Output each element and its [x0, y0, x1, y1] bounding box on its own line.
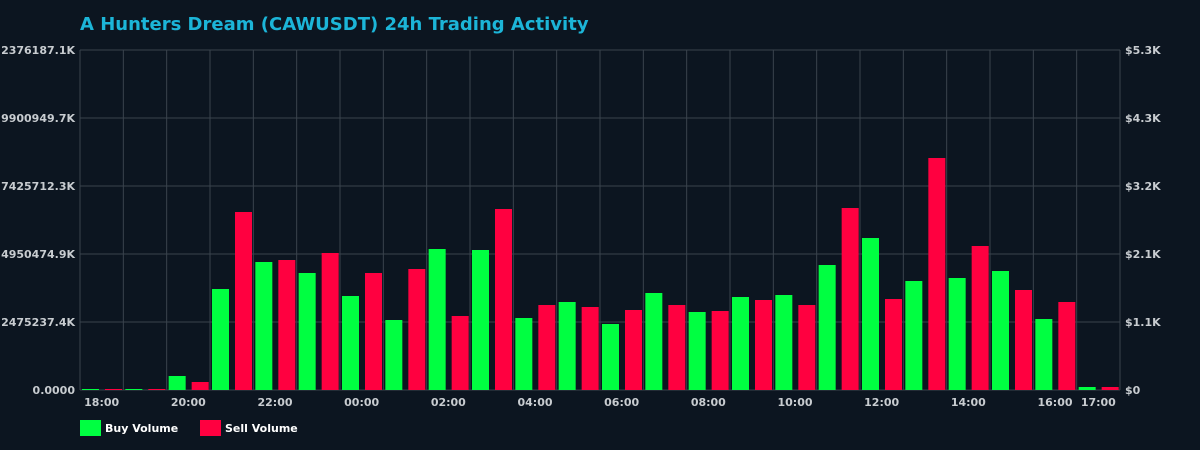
bar-buy [298, 273, 316, 390]
y2-tick-label: $4.3K [1125, 112, 1161, 125]
bar-sell [495, 209, 512, 390]
bar-sell [365, 273, 382, 390]
y2-tick-label: $3.2K [1125, 180, 1161, 193]
y-tick-label: 4950474.9K [1, 248, 75, 261]
y2-tick-label: $0 [1125, 384, 1141, 397]
bar-buy [558, 302, 576, 390]
y-tick-label: 2376187.1K [1, 44, 75, 57]
x-tick-label: 02:00 [431, 396, 466, 409]
bar-buy [342, 296, 359, 390]
bar-sell [841, 208, 859, 390]
y-tick-label: 7425712.3K [1, 180, 75, 193]
bar-sell [538, 305, 556, 390]
x-tick-label: 17:00 [1081, 396, 1116, 409]
bar-sell [105, 389, 122, 390]
bar-sell [1015, 290, 1032, 390]
bar-sell [191, 382, 209, 390]
x-tick-label: 14:00 [951, 396, 986, 409]
bar-sell [1101, 387, 1119, 390]
bar-buy [948, 278, 966, 390]
bar-buy [732, 297, 749, 390]
y2-tick-label: $2.1K [1125, 248, 1161, 261]
bar-buy [602, 324, 619, 390]
bar-sell [408, 269, 426, 390]
chart-title: A Hunters Dream (CAWUSDT) 24h Trading Ac… [80, 14, 589, 35]
y-tick-label: 0.0000 [33, 384, 76, 397]
x-tick-label: 10:00 [777, 396, 812, 409]
bar-sell [581, 307, 599, 390]
bar-buy [1078, 387, 1096, 390]
bar-buy [905, 281, 923, 390]
bar-buy [125, 389, 143, 390]
bar-buy [212, 289, 229, 390]
bar-buy [255, 262, 273, 390]
bar-buy [645, 293, 663, 390]
bar-buy [428, 249, 446, 390]
bar-buy [775, 295, 793, 390]
y2-tick-label: $1.1K [1125, 316, 1161, 329]
bar-sell [625, 310, 642, 390]
legend-item-sell: Sell Volume [200, 420, 298, 436]
legend-swatch-buy [80, 420, 101, 436]
bar-sell [278, 260, 296, 390]
bar-buy [992, 271, 1009, 390]
bar-buy [515, 318, 533, 390]
bar-buy [385, 320, 403, 390]
y2-tick-label: $5.3K [1125, 44, 1161, 57]
x-tick-label: 12:00 [864, 396, 899, 409]
bar-buy [862, 238, 879, 390]
bar-buy [82, 389, 99, 390]
bar-sell [711, 311, 729, 390]
x-tick-label: 08:00 [691, 396, 726, 409]
x-tick-label: 22:00 [257, 396, 292, 409]
x-tick-label: 18:00 [84, 396, 119, 409]
x-tick-label: 06:00 [604, 396, 639, 409]
bar-sell [668, 305, 686, 390]
x-tick-label: 00:00 [344, 396, 379, 409]
bar-sell [1058, 302, 1076, 390]
x-tick-label: 04:00 [517, 396, 552, 409]
bar-buy [688, 312, 706, 390]
legend-swatch-sell [200, 420, 221, 436]
legend-label-buy: Buy Volume [105, 421, 179, 435]
bar-buy [1035, 319, 1053, 390]
bar-sell [321, 253, 339, 390]
x-tick-label: 20:00 [171, 396, 206, 409]
bar-buy [168, 376, 186, 390]
bar-buy [472, 250, 489, 390]
bar-sell [971, 246, 989, 390]
bar-buy [818, 265, 836, 390]
y-tick-label: 9900949.7K [1, 112, 75, 125]
bar-sell [148, 389, 166, 390]
legend-item-buy: Buy Volume [80, 420, 178, 436]
bar-sell [235, 212, 252, 390]
y-tick-label: 2475237.4K [1, 316, 75, 329]
bar-sell [798, 305, 816, 390]
bar-sell [755, 300, 772, 390]
x-tick-label: 16:00 [1037, 396, 1072, 409]
bar-sell [928, 158, 946, 390]
bar-sell [885, 299, 902, 390]
bar-sell [451, 316, 469, 390]
legend-label-sell: Sell Volume [225, 421, 298, 435]
